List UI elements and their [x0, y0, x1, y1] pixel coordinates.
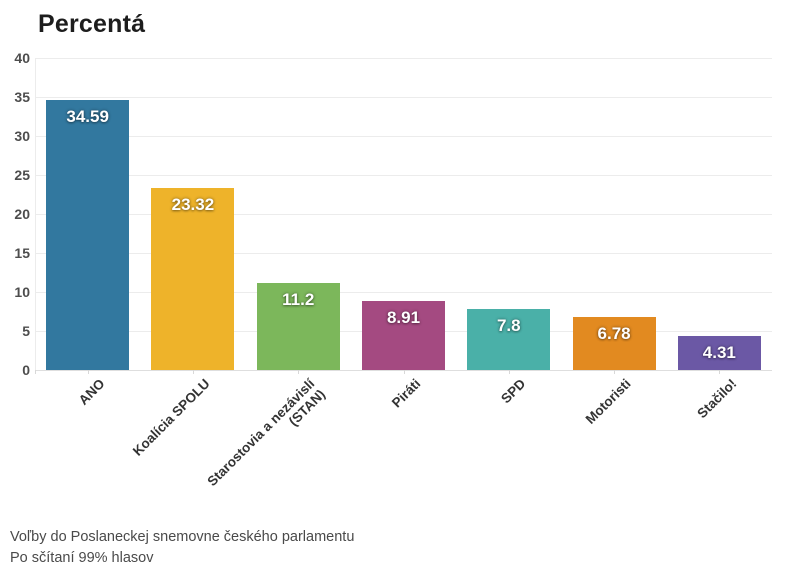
- y-axis-tick-label: 20: [14, 206, 30, 222]
- bar-0: 34.59: [46, 100, 130, 370]
- x-axis-category-label: Stačilo!: [693, 376, 739, 422]
- bar-3: 8.91: [362, 300, 445, 370]
- x-axis-tick: [403, 370, 405, 374]
- x-axis-tick: [298, 370, 300, 374]
- bar-value-label: 23.32: [171, 195, 215, 215]
- footer-status-line: Po sčítaní 99% hlasov: [10, 550, 154, 566]
- y-gridline: [35, 97, 772, 98]
- y-gridline: [35, 136, 772, 137]
- x-axis-category-label: ANO: [75, 376, 108, 408]
- y-axis-tick-label: 5: [22, 323, 30, 339]
- bar-4: 7.8: [467, 309, 551, 370]
- y-axis-tick-label: 35: [14, 89, 30, 105]
- bar-value-label: 6.78: [597, 324, 631, 344]
- x-axis-tick: [508, 370, 510, 374]
- footer-source-line: Voľby do Poslaneckej snemovne českého pa…: [10, 529, 355, 545]
- y-axis-tick-label: 25: [14, 167, 30, 183]
- x-axis-tick: [614, 370, 616, 374]
- bar-5: 6.78: [572, 317, 656, 370]
- y-axis-tick-label: 0: [22, 362, 30, 378]
- x-axis-tick: [35, 370, 36, 374]
- chart-title: Percentá: [38, 10, 146, 38]
- chart-footer: Voľby do Poslaneckej snemovne českého pa…: [10, 527, 354, 569]
- x-axis-category-label: Koalícia SPOLU: [129, 376, 213, 459]
- bar-value-label: 8.91: [386, 307, 421, 327]
- bar-1: 23.32: [151, 188, 235, 370]
- x-axis-tick: [87, 370, 89, 374]
- y-gridline: [35, 253, 772, 254]
- bar-value-label: 4.31: [702, 343, 736, 363]
- y-gridline: [35, 292, 772, 293]
- x-axis-tick: [192, 370, 194, 374]
- bar-6: 4.31: [677, 336, 761, 370]
- x-axis-category-label: Starostovia a nezávislí (STAN): [204, 376, 329, 490]
- x-axis-category-label: Piráti: [388, 376, 424, 411]
- y-gridline: [35, 214, 772, 215]
- y-axis-tick-label: 10: [14, 284, 30, 300]
- bar-value-label: 34.59: [66, 107, 109, 127]
- y-axis-tick-label: 30: [14, 128, 30, 144]
- y-axis-line: [35, 58, 36, 370]
- bar-value-label: 11.2: [282, 289, 315, 309]
- x-axis-tick: [719, 370, 721, 374]
- y-gridline: [35, 175, 772, 176]
- x-axis-category-label: Motoristi: [582, 376, 634, 427]
- y-gridline: [35, 58, 772, 59]
- bar-2: 11.2: [256, 282, 340, 370]
- bar-value-label: 7.8: [496, 316, 521, 336]
- y-axis-tick-label: 40: [14, 50, 30, 66]
- x-axis-category-label: SPD: [498, 376, 529, 407]
- y-axis-tick-label: 15: [14, 245, 30, 261]
